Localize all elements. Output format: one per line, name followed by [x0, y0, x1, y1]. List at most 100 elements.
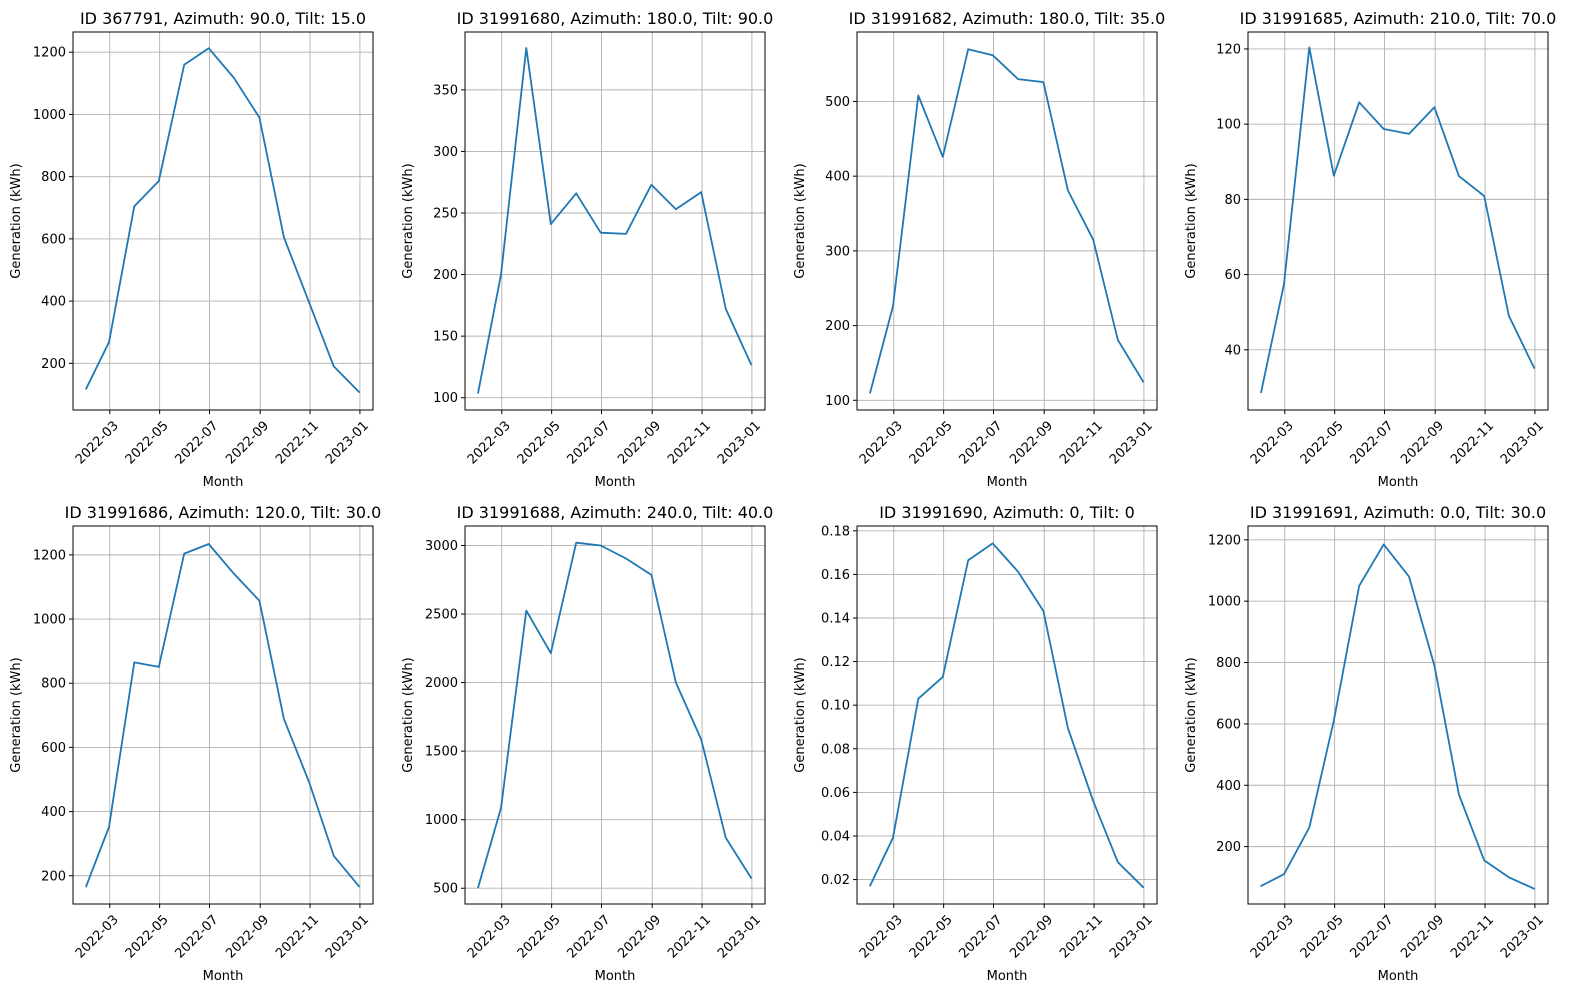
x-tick-label: 2023-01 — [323, 912, 372, 961]
axes-frame — [464, 525, 766, 905]
x-tick-label: 2022-11 — [1448, 912, 1497, 961]
x-tick-label: 2022-03 — [465, 912, 514, 961]
y-axis-label: Generation (kWh) — [9, 163, 24, 278]
plot-area — [73, 526, 373, 904]
x-tick-label: 2022-03 — [465, 418, 514, 467]
chart-panel: 2022-03 2022-05 2022-07 2022-09 2022-11 2023-… — [1184, 9, 1556, 490]
x-tick-label: 2022-05 — [123, 418, 172, 467]
x-tick-label: 2022-09 — [1007, 418, 1056, 467]
x-tick-label: 2022-07 — [173, 418, 222, 467]
axes-frame — [1247, 31, 1549, 411]
y-tick-label: 400 — [41, 295, 66, 310]
axes-frame — [72, 525, 374, 905]
series-line — [1260, 543, 1535, 890]
y-tick-label: 0.16 — [821, 568, 850, 583]
x-tick-label: 2023-01 — [1107, 418, 1156, 467]
x-tick-label: 2022-05 — [515, 912, 564, 961]
y-tick-label: 1200 — [1208, 533, 1241, 548]
y-tick-label: 600 — [41, 232, 66, 247]
plot-area — [465, 32, 765, 410]
y-tick-label: 1500 — [425, 745, 458, 760]
x-tick-label: 2022-05 — [907, 418, 956, 467]
x-tick-label: 2022-11 — [273, 912, 322, 961]
chart-title: ID 31991690, Azimuth: 0, Tilt: 0 — [879, 503, 1135, 522]
plot-area — [857, 526, 1157, 904]
y-tick-label: 800 — [1216, 656, 1241, 671]
y-tick-label: 250 — [433, 206, 458, 221]
chart-title: ID 31991682, Azimuth: 180.0, Tilt: 35.0 — [849, 9, 1166, 28]
x-axis-label: Month — [987, 475, 1028, 490]
x-tick-label: 2022-09 — [223, 418, 272, 467]
series-line — [1260, 46, 1535, 394]
y-axis-label: Generation (kWh) — [1184, 657, 1199, 772]
x-tick-label: 2023-01 — [1498, 418, 1547, 467]
x-tick-label: 2022-05 — [515, 418, 564, 467]
y-tick-label: 150 — [433, 330, 458, 345]
x-tick-label: 2022-11 — [273, 418, 322, 467]
y-tick-label: 800 — [41, 170, 66, 185]
y-tick-label: 1000 — [1208, 595, 1241, 610]
y-tick-label: 0.02 — [821, 873, 850, 888]
y-tick-label: 500 — [825, 95, 850, 110]
y-tick-label: 0.14 — [821, 611, 850, 626]
x-axis-label: Month — [203, 969, 244, 984]
x-tick-label: 2022-05 — [907, 912, 956, 961]
y-tick-label: 3000 — [425, 539, 458, 554]
y-axis-label: Generation (kWh) — [1184, 163, 1199, 278]
x-tick-label: 2023-01 — [1107, 912, 1156, 961]
chart-title: ID 31991680, Azimuth: 180.0, Tilt: 90.0 — [457, 9, 774, 28]
y-tick-label: 200 — [41, 869, 66, 884]
x-tick-label: 2022-03 — [857, 912, 906, 961]
y-tick-label: 2000 — [425, 676, 458, 691]
x-tick-label: 2022-07 — [565, 418, 614, 467]
y-tick-label: 0.04 — [821, 829, 850, 844]
y-tick-label: 600 — [1216, 717, 1241, 732]
y-tick-label: 120 — [1216, 42, 1241, 57]
x-tick-label: 2022-03 — [73, 418, 122, 467]
x-axis-label: Month — [987, 969, 1028, 984]
chart-title: ID 31991686, Azimuth: 120.0, Tilt: 30.0 — [65, 503, 382, 522]
x-tick-label: 2022-07 — [565, 912, 614, 961]
y-tick-label: 350 — [433, 83, 458, 98]
y-axis-label: Generation (kWh) — [401, 163, 416, 278]
x-tick-label: 2022-05 — [1298, 418, 1347, 467]
chart-panel: 2022-03 2022-05 2022-07 2022-09 2022-11 2023-… — [401, 503, 773, 984]
chart-title: ID 31991688, Azimuth: 240.0, Tilt: 40.0 — [457, 503, 774, 522]
plot-area — [73, 32, 373, 410]
y-tick-label: 1000 — [33, 613, 66, 628]
chart-panel: 2022-03 2022-05 2022-07 2022-09 2022-11 2023-… — [401, 9, 773, 490]
chart-panel: 2022-03 2022-05 2022-07 2022-09 2022-11 2023-… — [9, 9, 374, 490]
y-tick-label: 80 — [1224, 193, 1241, 208]
x-axis-label: Month — [1378, 475, 1419, 490]
x-tick-label: 2022-03 — [857, 418, 906, 467]
y-tick-label: 500 — [433, 882, 458, 897]
y-tick-label: 200 — [41, 357, 66, 372]
x-tick-label: 2022-11 — [1057, 912, 1106, 961]
y-tick-label: 40 — [1224, 343, 1241, 358]
series-line — [85, 47, 361, 393]
x-tick-label: 2022-07 — [1348, 418, 1397, 467]
x-tick-label: 2022-09 — [1398, 912, 1447, 961]
axes-frame — [1247, 525, 1549, 905]
y-tick-label: 400 — [41, 805, 66, 820]
x-tick-label: 2022-03 — [1248, 418, 1297, 467]
x-axis-label: Month — [595, 475, 636, 490]
x-axis-label: Month — [203, 475, 244, 490]
x-tick-label: 2022-07 — [1348, 912, 1397, 961]
chart-panel: 2022-03 2022-05 2022-07 2022-09 2022-11 2023-… — [9, 503, 381, 984]
x-axis-label: Month — [595, 969, 636, 984]
y-tick-label: 0.12 — [821, 655, 850, 670]
series-line — [477, 47, 752, 394]
x-tick-label: 2022-07 — [173, 912, 222, 961]
y-tick-label: 300 — [433, 145, 458, 160]
x-tick-label: 2022-03 — [1248, 912, 1297, 961]
x-tick-label: 2022-07 — [957, 912, 1006, 961]
y-tick-label: 100 — [825, 394, 850, 409]
series-line — [869, 48, 1144, 394]
chart-panel: 2022-03 2022-05 2022-07 2022-09 2022-11 2023-… — [793, 9, 1165, 490]
x-tick-label: 2022-11 — [665, 912, 714, 961]
series-line — [869, 542, 1144, 889]
y-tick-label: 100 — [433, 391, 458, 406]
series-line — [477, 541, 752, 889]
